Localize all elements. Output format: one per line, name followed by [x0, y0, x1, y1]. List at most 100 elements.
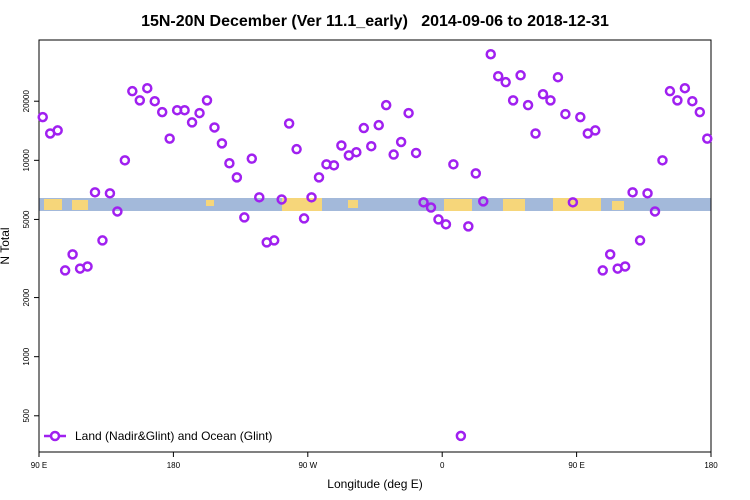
y-tick-label: 10000 — [22, 149, 31, 172]
data-point — [164, 133, 175, 144]
data-point — [463, 221, 474, 232]
data-point — [67, 249, 78, 260]
data-point — [336, 140, 347, 151]
data-point — [552, 71, 564, 83]
map-strip — [39, 198, 711, 211]
data-point — [642, 188, 653, 199]
data-point — [104, 188, 116, 199]
data-point — [702, 133, 713, 144]
data-point — [433, 214, 444, 225]
data-point — [351, 146, 362, 158]
data-point — [403, 107, 414, 119]
data-point — [694, 106, 706, 118]
data-point — [209, 122, 220, 133]
data-point — [328, 160, 340, 171]
y-tick-label: 20000 — [22, 90, 31, 113]
data-point — [627, 187, 638, 198]
data-point — [112, 206, 123, 217]
data-point — [246, 153, 258, 164]
data-point — [492, 71, 504, 82]
data-point — [313, 172, 325, 183]
data-point — [455, 430, 467, 442]
data-point — [358, 122, 370, 134]
data-point — [672, 95, 683, 106]
data-point — [149, 95, 160, 107]
data-point — [485, 48, 496, 60]
data-point — [254, 192, 265, 203]
data-point — [507, 95, 519, 106]
data-point — [306, 192, 317, 203]
x-tick-label: 180 — [167, 461, 181, 470]
legend-marker — [49, 430, 61, 442]
data-point — [478, 196, 489, 207]
data-point — [567, 197, 579, 208]
data-point — [186, 117, 198, 128]
data-point — [380, 99, 392, 111]
data-point — [395, 136, 407, 148]
data-point — [657, 155, 668, 166]
data-point — [89, 187, 101, 198]
data-point — [231, 172, 243, 183]
data-point — [634, 235, 646, 246]
data-point — [619, 261, 631, 272]
data-point — [410, 147, 422, 159]
data-point — [575, 111, 586, 123]
x-tick-label: 0 — [440, 461, 445, 470]
data-point — [366, 140, 377, 152]
data-point — [201, 95, 213, 106]
data-point — [687, 95, 698, 107]
data-point — [388, 149, 399, 160]
y-tick-label: 500 — [22, 409, 31, 423]
data-point — [127, 85, 138, 97]
data-point — [515, 70, 526, 81]
data-point — [52, 125, 63, 136]
data-point — [142, 82, 153, 94]
data-point — [373, 119, 384, 131]
data-point — [604, 249, 616, 260]
data-point — [82, 261, 93, 272]
data-point — [134, 95, 146, 106]
x-tick-label: 180 — [704, 461, 718, 470]
data-point — [522, 99, 534, 111]
y-tick-label: 1000 — [22, 347, 31, 365]
data-point — [545, 95, 556, 106]
data-point — [448, 159, 459, 170]
data-point — [425, 202, 437, 213]
data-point — [179, 104, 190, 116]
y-tick-label: 5000 — [22, 210, 31, 228]
data-point — [537, 89, 549, 100]
data-point — [597, 265, 608, 276]
data-point — [418, 197, 429, 208]
data-point — [216, 138, 228, 149]
y-axis-label: N Total — [0, 227, 12, 264]
data-point — [156, 106, 168, 118]
data-point — [298, 213, 310, 224]
data-point — [500, 76, 511, 88]
legend-label: Land (Nadir&Glint) and Ocean (Glint) — [75, 429, 272, 443]
x-tick-label: 90 E — [31, 461, 47, 470]
data-point — [291, 143, 302, 155]
data-point — [560, 108, 571, 120]
data-point — [470, 168, 482, 179]
data-point — [649, 206, 661, 217]
data-point — [194, 107, 205, 119]
data-point — [97, 235, 108, 246]
plot-frame — [38, 39, 712, 453]
data-point — [283, 118, 295, 129]
data-point — [224, 158, 235, 169]
x-tick-label: 90 W — [298, 461, 317, 470]
data-point — [119, 155, 131, 166]
data-point — [530, 128, 541, 139]
data-point — [440, 219, 452, 230]
data-point — [664, 85, 676, 97]
y-tick-label: 2000 — [22, 288, 31, 306]
data-point — [679, 82, 691, 94]
x-tick-label: 90 E — [568, 461, 584, 470]
data-point — [268, 235, 280, 246]
data-point — [590, 125, 601, 136]
data-point — [239, 212, 250, 223]
data-point — [37, 111, 48, 123]
data-point — [59, 265, 71, 276]
